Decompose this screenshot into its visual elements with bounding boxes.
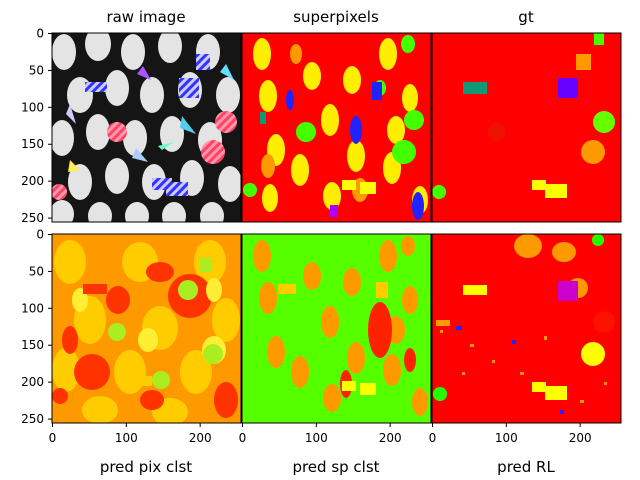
pred-rl-content bbox=[432, 234, 621, 423]
panel-xlabel-spclst: pred sp clst bbox=[292, 458, 379, 476]
gt-frame bbox=[431, 32, 622, 223]
pred-pix-clst-content bbox=[52, 234, 241, 423]
panel-gt: gt bbox=[431, 8, 622, 223]
panel-pred-sp-clst: pred sp clst bbox=[241, 233, 432, 476]
raw-image-frame bbox=[51, 32, 242, 223]
y-tick-label: 250 bbox=[21, 211, 44, 225]
panel-title-raw: raw image bbox=[106, 8, 185, 26]
x-tick-label: 200 bbox=[189, 431, 212, 445]
superpixels-frame bbox=[241, 32, 432, 223]
panel-superpixels: superpixels bbox=[241, 8, 432, 223]
y-tick-label: 0 bbox=[36, 228, 44, 242]
panel-raw-image: raw image bbox=[51, 8, 242, 223]
x-tick-label: 100 bbox=[495, 431, 518, 445]
panel-title-superpixels: superpixels bbox=[293, 8, 379, 26]
panel-pred-rl: pred RL bbox=[431, 233, 622, 476]
gt-content bbox=[432, 33, 621, 222]
panel-title-gt: gt bbox=[518, 8, 534, 26]
x-tick-label: 200 bbox=[569, 431, 592, 445]
pred-pix-clst-frame bbox=[51, 233, 242, 424]
panel-xlabel-rl: pred RL bbox=[497, 458, 555, 476]
y-tick-label: 150 bbox=[21, 137, 44, 151]
pred-sp-clst-content bbox=[242, 234, 431, 423]
y-tick-label: 50 bbox=[29, 264, 44, 278]
x-tick-label: 0 bbox=[239, 431, 247, 445]
y-tick-label: 200 bbox=[21, 375, 44, 389]
x-tick-label: 100 bbox=[115, 431, 138, 445]
y-tick-label: 250 bbox=[21, 412, 44, 426]
pred-rl-frame bbox=[431, 233, 622, 424]
panel-pred-pix-clst: pred pix clst bbox=[51, 233, 242, 476]
y-tick-label: 150 bbox=[21, 338, 44, 352]
pred-sp-clst-frame bbox=[241, 233, 432, 424]
y-tick-label: 100 bbox=[21, 301, 44, 315]
x-tick-label: 200 bbox=[379, 431, 402, 445]
raw-image-content bbox=[52, 33, 241, 222]
x-tick-label: 100 bbox=[305, 431, 328, 445]
x-tick-label: 0 bbox=[49, 431, 57, 445]
y-tick-label: 50 bbox=[29, 63, 44, 77]
y-tick-label: 200 bbox=[21, 174, 44, 188]
y-tick-label: 0 bbox=[36, 27, 44, 41]
y-tick-label: 100 bbox=[21, 100, 44, 114]
superpixels-content bbox=[242, 33, 431, 222]
panel-xlabel-pix: pred pix clst bbox=[100, 458, 192, 476]
axis-ticks: 0 50 100 150 200 250 0 50 100 150 200 250 0 100 200 0 10… bbox=[21, 27, 592, 446]
x-tick-label: 0 bbox=[429, 431, 437, 445]
